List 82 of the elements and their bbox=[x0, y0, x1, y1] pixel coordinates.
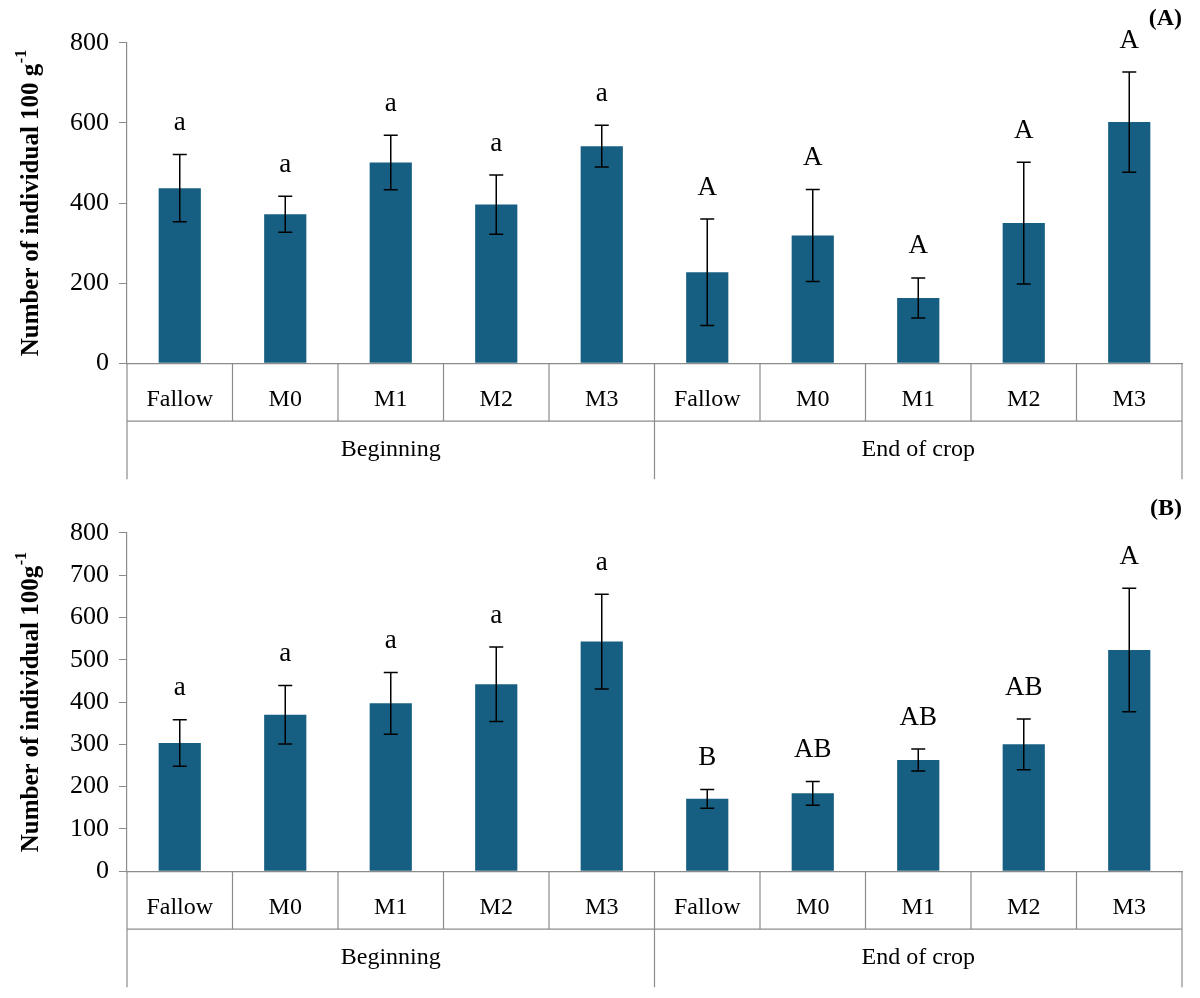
y-tick-label: 0 bbox=[96, 855, 109, 885]
x-tick-label: M3 bbox=[1112, 892, 1146, 919]
x-tick-label: M0 bbox=[796, 892, 830, 919]
x-tick-label: Fallow bbox=[146, 384, 214, 411]
data-label: a bbox=[490, 126, 503, 157]
bar bbox=[686, 798, 729, 871]
bar bbox=[791, 235, 834, 363]
data-label: A bbox=[803, 140, 823, 171]
y-tick-label: 300 bbox=[70, 728, 109, 758]
bar bbox=[897, 759, 940, 871]
y-tick-label: 700 bbox=[70, 558, 109, 588]
text: Beginning bbox=[340, 435, 441, 462]
bar bbox=[369, 162, 412, 363]
bar bbox=[897, 297, 940, 363]
bar bbox=[1002, 223, 1045, 363]
y-tick-label: 100 bbox=[70, 812, 109, 842]
data-label: a bbox=[595, 545, 608, 576]
data-label: A bbox=[697, 170, 718, 201]
bar bbox=[158, 743, 201, 871]
y-tick-label: 200 bbox=[70, 770, 109, 800]
y-tick-label: 200 bbox=[70, 266, 109, 296]
data-label: a bbox=[173, 671, 186, 702]
x-tick-label: M0 bbox=[268, 384, 302, 411]
x-tick-label: M1 bbox=[901, 892, 935, 919]
bar bbox=[686, 272, 729, 363]
x-tick-label: Fallow bbox=[146, 892, 214, 919]
y-tick-label: 0 bbox=[96, 347, 109, 377]
x-tick-label: Fallow bbox=[673, 384, 742, 411]
x-tick-label: M2 bbox=[479, 892, 513, 919]
data-label: a bbox=[595, 76, 608, 107]
chart-title: (B) bbox=[1150, 493, 1182, 520]
x-tick-label: M3 bbox=[585, 384, 619, 411]
data-label: B bbox=[698, 741, 717, 772]
x-tick-label: M3 bbox=[1112, 384, 1146, 411]
data-label: A bbox=[1014, 113, 1034, 144]
bar bbox=[158, 188, 201, 363]
data-label: AB bbox=[899, 700, 938, 731]
y-tick-label: 800 bbox=[70, 26, 109, 56]
x-tick-label: M1 bbox=[374, 384, 408, 411]
x-tick-label: M1 bbox=[901, 384, 935, 411]
data-label: a bbox=[173, 106, 186, 137]
x-tick-label: M1 bbox=[374, 892, 408, 919]
text: End of crop bbox=[861, 435, 975, 462]
data-label: AB bbox=[1004, 670, 1043, 701]
y-tick-label: 600 bbox=[70, 601, 109, 631]
bar bbox=[475, 204, 518, 363]
bar bbox=[369, 703, 412, 871]
bar bbox=[264, 214, 307, 363]
text: End of crop bbox=[861, 943, 975, 970]
x-tick-label: M2 bbox=[1007, 892, 1041, 919]
y-tick-label: 500 bbox=[70, 643, 109, 673]
y-tick-label: 800 bbox=[70, 516, 109, 546]
data-label: a bbox=[279, 147, 292, 178]
x-tick-label: M0 bbox=[796, 384, 830, 411]
data-label: a bbox=[490, 598, 503, 629]
bar bbox=[580, 641, 623, 871]
y-axis-title: Number of individual 100g-1 bbox=[12, 551, 44, 853]
bar bbox=[1108, 122, 1151, 363]
x-tick-label: M3 bbox=[585, 892, 619, 919]
x-tick-label: Fallow bbox=[673, 892, 742, 919]
text: Beginning bbox=[340, 943, 441, 970]
data-label: AB bbox=[793, 733, 832, 764]
y-tick-label: 400 bbox=[70, 685, 109, 715]
x-tick-label: M2 bbox=[479, 384, 513, 411]
bar bbox=[1002, 744, 1045, 871]
y-axis-title: Number of individual 100 g-1 bbox=[12, 49, 44, 357]
x-tick-label: M0 bbox=[268, 892, 302, 919]
data-label: A bbox=[1119, 23, 1140, 54]
y-tick-label: 600 bbox=[70, 106, 109, 136]
y-tick-label: 400 bbox=[70, 186, 109, 216]
data-label: a bbox=[279, 637, 292, 668]
data-label: A bbox=[908, 229, 929, 260]
bar bbox=[791, 793, 834, 871]
data-label: a bbox=[384, 623, 397, 654]
chart-title: (A) bbox=[1148, 3, 1182, 30]
bar bbox=[264, 714, 307, 871]
x-tick-label: M2 bbox=[1007, 384, 1041, 411]
bar bbox=[580, 146, 623, 363]
data-label: a bbox=[384, 86, 397, 117]
data-label: A bbox=[1119, 539, 1140, 570]
bar bbox=[475, 684, 518, 871]
bar bbox=[1108, 649, 1151, 871]
